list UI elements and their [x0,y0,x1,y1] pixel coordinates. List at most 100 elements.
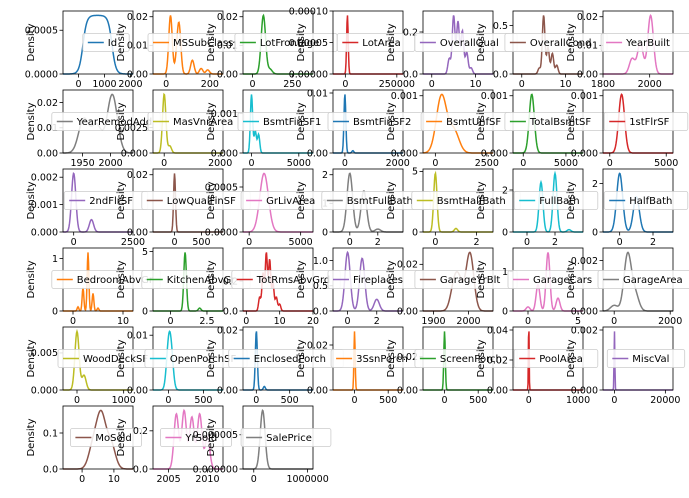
y-tick-label: 0.002 [571,256,598,267]
y-tick-label: 0.0 [313,306,328,317]
legend-label: TotRmsAbvGrd [256,275,331,286]
y-tick-label: 0.5 [313,281,328,292]
y-tick-label: 0.000 [571,306,598,317]
y-tick-label: 0.00 [487,385,508,396]
x-tick-label: 2 [375,237,381,248]
x-tick-label: 10 [108,474,120,485]
legend-box [603,112,689,131]
y-tick-label: 0.01 [127,331,148,342]
y-tick-label: 0.000 [31,227,58,238]
y-axis-label: Density [566,102,577,140]
y-tick-label: 5 [412,167,418,178]
x-tick-label: 0 [161,158,167,169]
y-axis-label: Density [206,260,217,298]
y-tick-label: 0.1 [43,428,58,439]
legend: GarageArea [597,270,689,289]
y-axis-label: Density [116,339,127,377]
y-tick-label: 0.001 [571,91,598,102]
x-tick-label: 0 [519,79,525,90]
y-tick-label: 0.0 [493,69,508,80]
y-tick-label: 0.5 [493,21,508,32]
legend-label: OpenPorchSF [170,354,237,365]
x-tick-label: 5000 [654,158,678,169]
y-tick-label: 0.000 [121,148,148,159]
x-tick-label: 2 [474,237,480,248]
y-tick-label: 0.0000 [205,227,238,238]
y-axis-label: Density [296,181,307,219]
x-tick-label: 0 [347,237,353,248]
x-tick-label: 0 [432,237,438,248]
y-tick-label: 0.000 [31,385,58,396]
x-tick-label: 2000 [99,158,123,169]
x-tick-label: 0 [250,79,256,90]
legend-label: SalePrice [266,433,312,444]
y-tick-label: 0.02 [307,340,328,351]
x-tick-label: 0 [611,316,617,327]
legend: 2ndFlrSF [63,191,149,210]
y-tick-label: 0.00000 [289,69,328,80]
x-tick-label: 2010 [195,474,219,485]
y-axis-label: Density [116,102,127,140]
x-tick-label: 0 [429,79,435,90]
legend-label: YrSold [184,433,217,444]
y-axis-label: Density [386,181,397,219]
x-tick-label: 2 [374,316,380,327]
legend: Fireplaces [327,270,425,289]
legend: 1stFlrSF [603,112,689,131]
axes-frame [62,10,134,75]
x-tick-label: 2000 [118,79,142,90]
y-tick-label: 0 [412,227,418,238]
legend-label: ScreenPorch [440,354,502,365]
x-tick-label: 500 [469,395,487,406]
x-tick-label: 0 [71,237,77,248]
y-axis-label: Density [26,260,37,298]
y-tick-label: 0.000 [211,148,238,159]
y-tick-label: 0 [502,306,508,317]
density-line-id [63,14,133,75]
x-tick-label: 20000 [650,395,680,406]
legend-label: YearBuilt [625,38,670,49]
y-tick-label: 0.02 [37,98,58,109]
y-tick-label: 0.002 [31,173,58,184]
y-tick-label: 0 [322,227,328,238]
y-tick-label: 0.0025 [115,123,148,134]
x-tick-label: 0 [524,237,530,248]
y-tick-label: 0.001 [391,91,418,102]
x-tick-label: 5000 [554,158,578,169]
y-tick-label: 0.0000 [25,69,58,80]
y-tick-label: 0.00 [577,69,598,80]
y-tick-label: 2 [592,179,598,190]
legend-box [159,428,232,447]
y-tick-label: 0.02 [127,12,148,23]
legend-label: LotFrontage [260,38,319,49]
y-tick-label: 0.00 [307,148,328,159]
x-tick-label: 0 [163,79,169,90]
y-tick-label: 0.000 [571,148,598,159]
x-tick-label: 2000 [638,79,662,90]
y-tick-label: 0.02 [577,12,598,23]
x-tick-label: 2.5 [199,316,214,327]
y-tick-label: 0 [142,306,148,317]
legend-box [82,33,130,52]
y-axis-label: Density [476,260,487,298]
legend: LotArea [336,33,416,52]
legend-label: MasVnrArea [173,117,233,128]
y-axis-label: Density [386,102,397,140]
subplot-miscval: 0 20000 0.000 0.002 Density MiscVal [566,325,686,406]
x-tick-label: 1900 [421,316,445,327]
x-tick-label: 0 [172,237,178,248]
y-axis-label: Density [386,339,397,377]
